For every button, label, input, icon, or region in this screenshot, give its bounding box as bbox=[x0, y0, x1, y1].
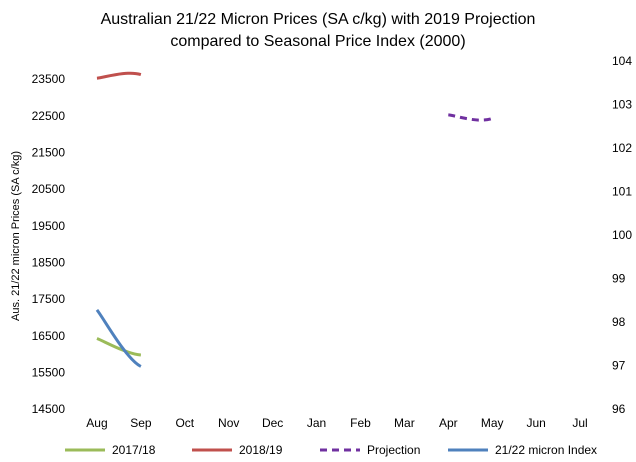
y-tick-label: 18500 bbox=[32, 256, 66, 270]
y-tick-label: 15500 bbox=[32, 366, 66, 380]
x-tick-label: Jan bbox=[307, 416, 326, 430]
x-tick-label: Apr bbox=[439, 416, 458, 430]
y2-tick-label: 98 bbox=[612, 315, 626, 329]
y-tick-label: 19500 bbox=[32, 219, 66, 233]
y2-tick-label: 100 bbox=[612, 228, 632, 242]
x-tick-label: Mar bbox=[394, 416, 415, 430]
y-tick-label: 16500 bbox=[32, 329, 66, 343]
y-tick-label: 23500 bbox=[32, 72, 66, 86]
y-tick-label: 17500 bbox=[32, 292, 66, 306]
y2-tick-label: 102 bbox=[612, 141, 632, 155]
chart-title: Australian 21/22 Micron Prices (SA c/kg)… bbox=[101, 11, 536, 28]
x-tick-label: May bbox=[481, 416, 504, 430]
legend-label: Projection bbox=[367, 443, 420, 457]
y-tick-label: 14500 bbox=[32, 402, 66, 416]
x-tick-label: Sep bbox=[130, 416, 152, 430]
legend-label: 21/22 micron Index bbox=[495, 443, 597, 457]
series-line bbox=[448, 113, 493, 122]
y2-tick-label: 99 bbox=[612, 272, 626, 286]
x-tick-label: Nov bbox=[218, 416, 239, 430]
y2-tick-label: 96 bbox=[612, 402, 626, 416]
y2-tick-label: 103 bbox=[612, 97, 632, 111]
x-tick-label: Aug bbox=[86, 416, 107, 430]
x-tick-label: Dec bbox=[262, 416, 283, 430]
legend-label: 2018/19 bbox=[239, 443, 283, 457]
y2-tick-label: 104 bbox=[612, 54, 632, 68]
legend-label: 2017/18 bbox=[112, 443, 156, 457]
x-tick-label: Oct bbox=[175, 416, 194, 430]
x-tick-label: Jun bbox=[526, 416, 545, 430]
series-line bbox=[96, 337, 142, 357]
y-tick-label: 20500 bbox=[32, 182, 66, 196]
y2-tick-label: 97 bbox=[612, 359, 626, 373]
series-line bbox=[96, 71, 142, 80]
y-axis-title: Aus. 21/22 micron Prices (SA c/kg) bbox=[10, 151, 22, 321]
y-tick-label: 22500 bbox=[32, 109, 66, 123]
series-line bbox=[95, 308, 142, 368]
y-tick-label: 21500 bbox=[32, 146, 66, 160]
x-tick-label: Jul bbox=[572, 416, 587, 430]
y2-tick-label: 101 bbox=[612, 184, 632, 198]
chart-title: compared to Seasonal Price Index (2000) bbox=[170, 33, 465, 50]
x-tick-label: Feb bbox=[350, 416, 371, 430]
